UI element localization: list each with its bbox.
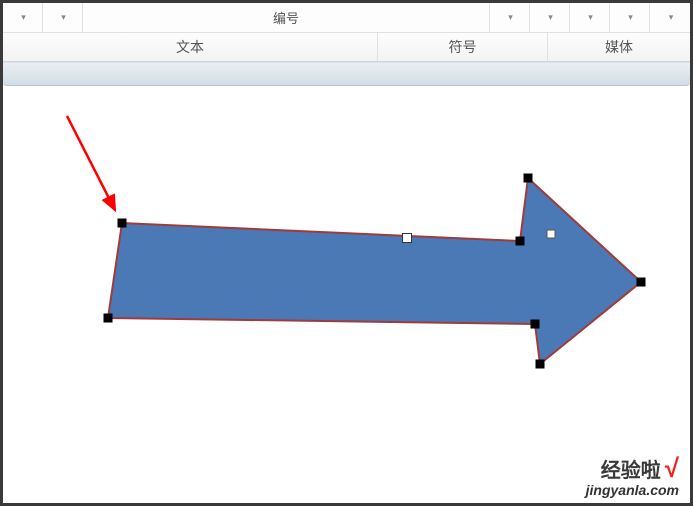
chevron-down-icon: ▾ — [548, 12, 553, 23]
ribbon-segment[interactable]: ▾ — [570, 3, 610, 32]
chevron-down-icon: ▾ — [21, 12, 26, 23]
ribbon-segment[interactable]: ▾ — [490, 3, 530, 32]
ribbon-group-symbol[interactable]: 符号 — [378, 33, 548, 61]
ribbon-divider — [3, 62, 690, 86]
vertex-handle[interactable] — [118, 219, 127, 228]
chevron-down-icon: ▾ — [61, 12, 66, 23]
anchor-handle[interactable] — [547, 230, 556, 239]
block-arrow-shape[interactable] — [108, 178, 641, 364]
chevron-down-icon: ▾ — [588, 12, 593, 23]
ribbon-label: 编号 — [273, 8, 299, 27]
shape-layer — [3, 86, 690, 503]
ribbon-segment[interactable]: ▾ — [610, 3, 650, 32]
ribbon-segment[interactable]: ▾ — [650, 3, 690, 32]
ribbon-group-media[interactable]: 媒体 — [548, 33, 690, 61]
annotation-arrow — [67, 116, 115, 210]
vertex-handle[interactable] — [516, 237, 525, 246]
vertex-handle[interactable] — [536, 360, 545, 369]
vertex-handle[interactable] — [531, 320, 540, 329]
watermark: 经验啦 √ jingyanla.com — [586, 453, 679, 498]
ribbon-group-row: 文本 符号 媒体 — [3, 33, 690, 62]
ribbon-numbering-button[interactable]: 编号 — [83, 3, 490, 32]
chevron-down-icon: ▾ — [508, 12, 513, 23]
chevron-down-icon: ▾ — [628, 12, 633, 23]
chevron-down-icon: ▾ — [669, 12, 674, 23]
check-icon: √ — [665, 453, 679, 484]
group-label: 符号 — [449, 37, 477, 57]
slide-canvas[interactable] — [3, 86, 690, 503]
group-label: 媒体 — [605, 37, 633, 57]
ribbon-top-row: ▾ ▾ 编号 ▾ ▾ ▾ ▾ ▾ — [3, 3, 690, 33]
group-label: 文本 — [176, 37, 204, 57]
watermark-url: jingyanla.com — [586, 482, 679, 498]
midpoint-handle[interactable] — [402, 233, 412, 243]
vertex-handle[interactable] — [104, 314, 113, 323]
ribbon-segment[interactable]: ▾ — [530, 3, 570, 32]
ribbon-segment[interactable]: ▾ — [43, 3, 83, 32]
ribbon-segment[interactable]: ▾ — [3, 3, 43, 32]
ribbon-group-text[interactable]: 文本 — [3, 33, 378, 61]
ribbon: ▾ ▾ 编号 ▾ ▾ ▾ ▾ ▾ 文本 符号 媒体 — [3, 3, 690, 86]
vertex-handle[interactable] — [637, 278, 646, 287]
vertex-handle[interactable] — [524, 174, 533, 183]
watermark-text: 经验啦 — [601, 454, 661, 483]
